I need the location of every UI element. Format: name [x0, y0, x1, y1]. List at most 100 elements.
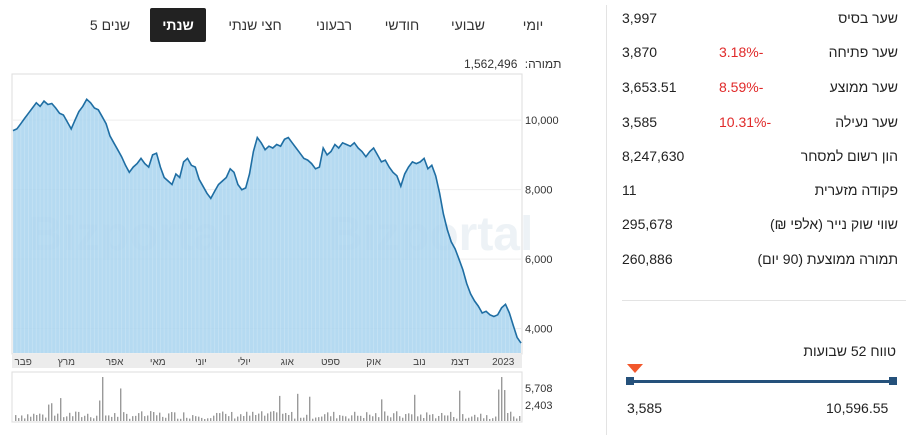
- volume-bar: [276, 412, 278, 421]
- volume-bar: [192, 415, 194, 421]
- volume-bar: [408, 413, 410, 421]
- volume-bar: [27, 414, 29, 421]
- range-52-title: טווח 52 שבועות: [803, 343, 896, 359]
- tab-daily[interactable]: יומי: [522, 17, 544, 33]
- tab-yearly[interactable]: שנתי: [150, 8, 206, 42]
- stat-row: תמורה ממוצעת (90 יום) 260,886: [622, 251, 898, 275]
- x-axis-band: [12, 354, 522, 368]
- volume-bar: [120, 388, 122, 421]
- volume-bar: [333, 411, 335, 421]
- volume-bar: [336, 418, 338, 421]
- volume-bar: [240, 414, 242, 421]
- volume-bar: [72, 416, 74, 421]
- volume-bar: [144, 416, 146, 421]
- price-chart: Bizportal Bizportal 10,0008,0006,0004,00…: [10, 72, 566, 424]
- volume-bar: [315, 417, 317, 421]
- volume-bar: [243, 415, 245, 421]
- tab-weekly[interactable]: שבועי: [450, 17, 485, 33]
- stat-label: פקודה מזערית: [814, 182, 898, 198]
- volume-bar: [303, 417, 305, 421]
- tab-quarterly[interactable]: רבעוני: [315, 17, 353, 33]
- volume-bar: [417, 416, 419, 421]
- range-high-handle: [889, 377, 897, 385]
- volume-bar: [174, 412, 176, 421]
- stat-value: 11: [622, 182, 637, 198]
- volume-bar: [384, 411, 386, 421]
- y-tick-label: 4,000: [525, 324, 553, 336]
- volume-bar: [267, 413, 269, 421]
- tab-monthly[interactable]: חודשי: [384, 17, 420, 33]
- volume-bar: [324, 414, 326, 421]
- volume-bar: [393, 413, 395, 421]
- volume-bar: [339, 415, 341, 421]
- volume-bar: [150, 411, 152, 421]
- volume-bar: [504, 390, 506, 421]
- volume-bar: [471, 416, 473, 421]
- volume-bar: [327, 412, 329, 421]
- x-tick-label: יוני: [195, 357, 207, 368]
- volume-tick-high: 5,708: [525, 383, 553, 395]
- volume-bar: [282, 413, 284, 421]
- volume-bar: [168, 413, 170, 421]
- volume-bar: [51, 403, 53, 421]
- volume-bar: [135, 415, 137, 421]
- y-tick-label: 6,000: [525, 254, 553, 266]
- x-tick-label: נוב: [413, 357, 426, 368]
- volume-bar: [204, 418, 206, 421]
- stat-value: 260,886: [622, 251, 673, 267]
- stat-value: 3,653.51: [622, 79, 677, 95]
- volume-bar: [456, 418, 458, 421]
- volume-bar: [369, 414, 371, 421]
- stat-label: תמורה ממוצעת (90 יום): [757, 251, 898, 267]
- volume-bar: [15, 415, 17, 421]
- range-52-track: [630, 380, 892, 383]
- volume-bar: [147, 415, 149, 421]
- volume-bar: [156, 415, 158, 421]
- volume-bar: [438, 415, 440, 421]
- volume-bar: [435, 418, 437, 421]
- volume-bar: [102, 377, 104, 421]
- volume-bar: [441, 412, 443, 421]
- volume-bar: [270, 411, 272, 421]
- volume-bar: [342, 415, 344, 421]
- volume-bar: [81, 417, 83, 421]
- volume-bar: [486, 415, 488, 421]
- volume-bar: [129, 418, 131, 421]
- volume-bar: [54, 415, 56, 421]
- volume-bars: [15, 377, 521, 421]
- volume-bar: [306, 414, 308, 421]
- price-line: [12, 98, 522, 344]
- stat-value: 295,678: [622, 216, 673, 232]
- volume-bar: [447, 415, 449, 421]
- volume-bar: [519, 416, 521, 421]
- volume-bar: [402, 417, 404, 421]
- stat-row: פקודה מזערית 11: [622, 182, 898, 206]
- x-tick-label: 2023: [492, 357, 515, 368]
- stat-row: שווי שוק נייר (אלפי ₪) 295,678: [622, 216, 898, 240]
- tab-half-year[interactable]: חצי שנתי: [228, 17, 282, 33]
- range-low-handle: [626, 377, 634, 385]
- volume-bar: [513, 416, 515, 421]
- volume-bar: [366, 412, 368, 421]
- stat-row: שער בסיס 3,997: [622, 10, 898, 34]
- x-tick-label: מאי: [150, 357, 166, 368]
- volume-tick-low: 2,403: [525, 400, 553, 412]
- volume-bar: [183, 412, 185, 421]
- volume-bar: [189, 418, 191, 421]
- stat-value: 3,585: [622, 114, 658, 130]
- volume-bar: [93, 418, 95, 421]
- volume-bar: [450, 411, 452, 421]
- volume-bar: [87, 413, 89, 421]
- volume-bar: [372, 416, 374, 421]
- stat-change: 3.18%-: [719, 44, 764, 60]
- volume-bar: [138, 413, 140, 421]
- volume-bar: [111, 416, 113, 421]
- x-tick-label: ספט: [321, 357, 341, 368]
- volume-bar: [30, 416, 32, 421]
- volume-bar: [99, 400, 101, 421]
- volume-bar: [516, 418, 518, 421]
- x-tick-label: אפר: [106, 357, 124, 368]
- tab-5-years[interactable]: 5 שנים: [89, 17, 131, 33]
- stat-value: 3,870: [622, 44, 658, 60]
- volume-bar: [321, 416, 323, 421]
